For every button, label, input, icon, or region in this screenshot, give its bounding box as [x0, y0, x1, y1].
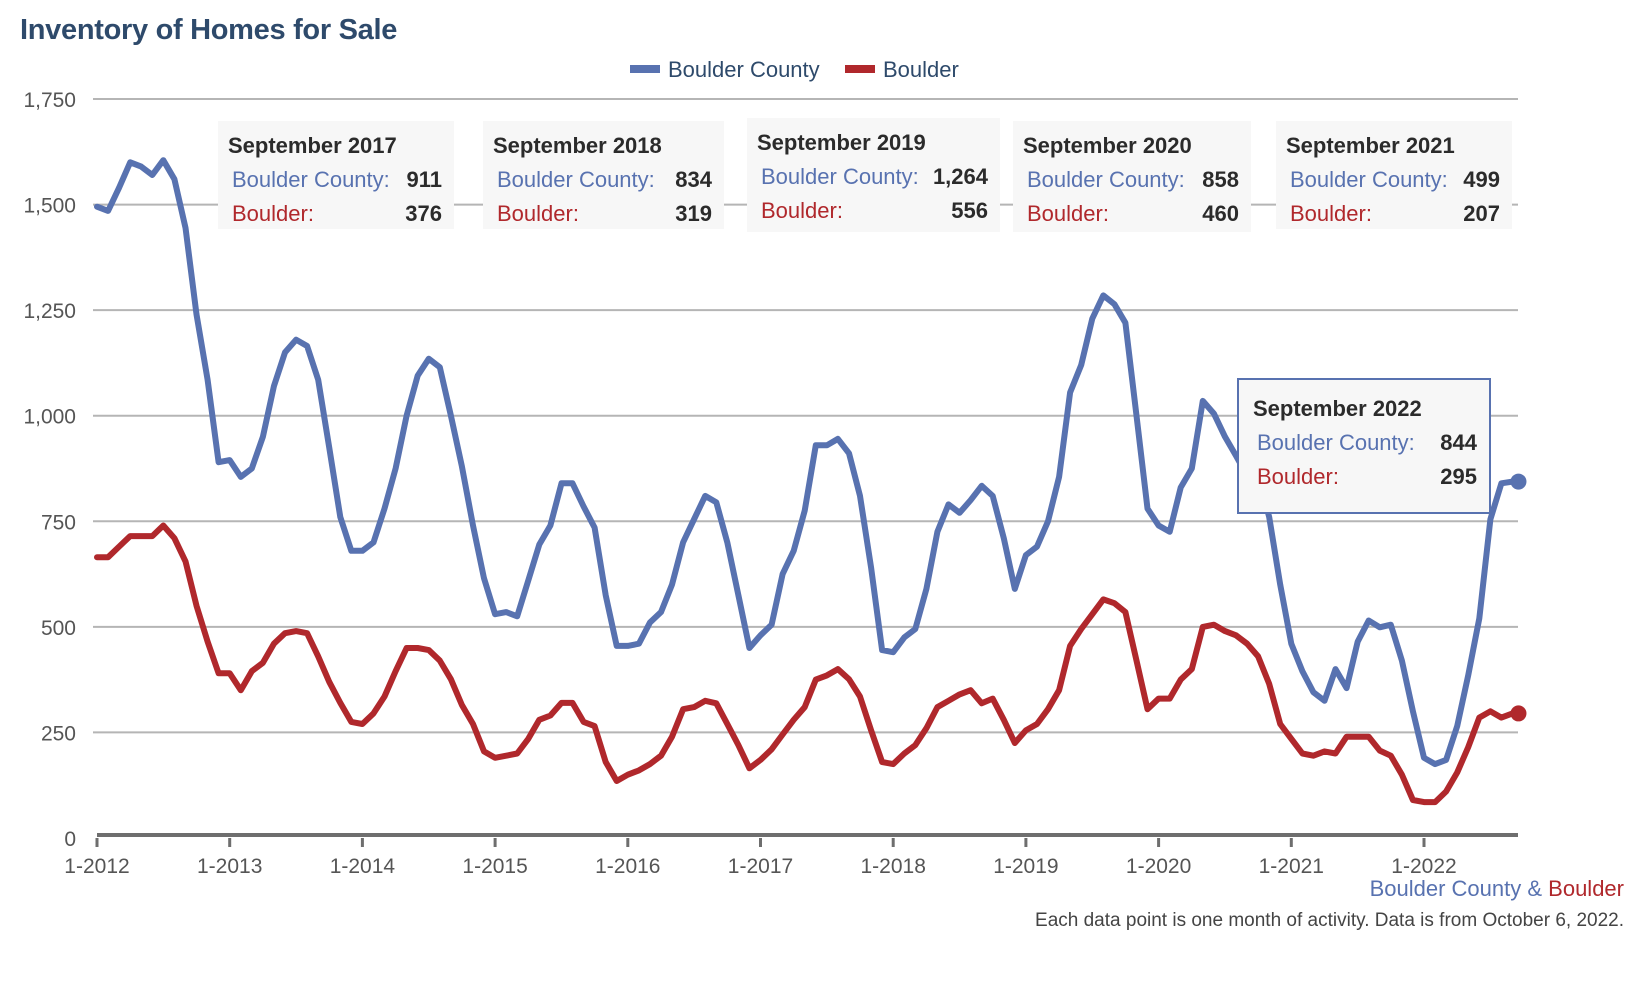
tooltip-title: September 2018 — [493, 133, 662, 158]
tooltip-row-city: Boulder: 460 — [1023, 197, 1239, 231]
y-tick-label: 1,500 — [23, 195, 76, 218]
tooltip-row-county: Boulder County: 834 — [493, 163, 712, 197]
y-tick-label: 250 — [41, 722, 76, 745]
y-tick-label: 750 — [41, 511, 76, 534]
tooltip-title: September 2022 — [1253, 396, 1422, 421]
legend-swatch-boulder — [845, 65, 875, 73]
y-axis-ticks: 0 250 500 750 1,000 1,250 1,500 1,750 — [23, 89, 76, 851]
tooltip-city-label: Boulder: — [1290, 201, 1372, 226]
x-tick-label: 1-2020 — [1126, 855, 1191, 878]
end-point-boulder[interactable] — [1510, 705, 1527, 722]
series-line-boulder[interactable] — [94, 522, 1516, 806]
x-tick-label: 1-2017 — [728, 855, 793, 878]
tooltip-september-2021: September 2021 Boulder County: 499 Boulder:… — [1276, 121, 1512, 229]
tooltip-county-label: Boulder County: — [497, 167, 655, 192]
legend-label-boulder-county[interactable]: Boulder County — [668, 57, 820, 82]
tooltip-september-2018: September 2018 Boulder County: 834 Boulder:… — [483, 121, 724, 229]
tooltip-county-value: 834 — [675, 167, 712, 192]
y-tick-label: 1,250 — [23, 300, 76, 323]
x-tick-label: 1-2022 — [1391, 855, 1456, 878]
tooltip-county-value: 844 — [1440, 430, 1477, 455]
tooltip-row-city: Boulder: 295 — [1253, 460, 1477, 494]
end-point-boulder-county[interactable] — [1510, 473, 1527, 490]
x-tick-label: 1-2015 — [462, 855, 527, 878]
x-axis: 1-2012 1-2013 1-2014 1-2015 1-2016 1-2017 1-20… — [64, 833, 1518, 878]
tooltip-title: September 2021 — [1286, 133, 1455, 158]
tooltip-row-city: Boulder: 376 — [228, 197, 442, 231]
footer-city: Boulder — [1548, 876, 1624, 901]
x-tick-label: 1-2021 — [1259, 855, 1324, 878]
tooltip-county-label: Boulder County: — [1290, 167, 1448, 192]
y-tick-label: 1,750 — [23, 89, 76, 112]
tooltip-title: September 2019 — [757, 130, 926, 155]
chart-title: Inventory of Homes for Sale — [20, 14, 398, 46]
series-lines — [94, 157, 1527, 806]
tooltip-september-2022: September 2022 Boulder County: 844 Boulder:… — [1237, 378, 1491, 514]
tooltip-september-2020: September 2020 Boulder County: 858 Boulder:… — [1013, 121, 1251, 232]
tooltip-row-county: Boulder County: 1,264 — [757, 160, 988, 194]
x-tick-label: 1-2013 — [197, 855, 262, 878]
tooltip-row-city: Boulder: 319 — [493, 197, 712, 231]
tooltip-title: September 2020 — [1023, 133, 1192, 158]
tooltip-county-label: Boulder County: — [1027, 167, 1185, 192]
x-tick-label: 1-2019 — [993, 855, 1058, 878]
tooltip-city-label: Boulder: — [232, 201, 314, 226]
tooltip-county-label: Boulder County: — [1257, 430, 1415, 455]
y-tick-label: 500 — [41, 617, 76, 640]
tooltip-city-label: Boulder: — [1027, 201, 1109, 226]
tooltip-row-county: Boulder County: 911 — [228, 163, 442, 197]
x-tick-label: 1-2012 — [64, 855, 129, 878]
tooltip-city-value: 207 — [1463, 201, 1500, 226]
x-tick-label: 1-2016 — [595, 855, 660, 878]
footer-series-label: Boulder County & Boulder — [1370, 876, 1624, 902]
tooltip-row-county: Boulder County: 844 — [1253, 426, 1477, 460]
x-tick-label: 1-2018 — [861, 855, 926, 878]
y-tick-label: 1,000 — [23, 406, 76, 429]
tooltip-row-city: Boulder: 207 — [1286, 197, 1500, 231]
tooltip-city-label: Boulder: — [761, 198, 843, 223]
legend[interactable]: Boulder County Boulder — [630, 57, 959, 82]
tooltip-city-value: 295 — [1440, 464, 1477, 489]
tooltip-county-value: 499 — [1463, 167, 1500, 192]
footer-county: Boulder County — [1369, 876, 1522, 901]
y-tick-label: 0 — [64, 828, 76, 851]
tooltip-city-value: 376 — [405, 201, 442, 226]
tooltip-county-value: 858 — [1202, 167, 1239, 192]
tooltip-city-value: 319 — [675, 201, 712, 226]
tooltip-september-2017: September 2017 Boulder County: 911 Boulder:… — [218, 121, 454, 229]
footer-amp: & — [1521, 876, 1549, 901]
tooltip-title: September 2017 — [228, 133, 397, 158]
tooltip-row-county: Boulder County: 858 — [1023, 163, 1239, 197]
legend-label-boulder[interactable]: Boulder — [883, 57, 959, 82]
x-tick-label: 1-2014 — [330, 855, 396, 878]
legend-swatch-boulder-county — [630, 65, 660, 73]
tooltip-row-city: Boulder: 556 — [757, 194, 988, 228]
tooltip-city-value: 556 — [951, 198, 988, 223]
tooltip-september-2019: September 2019 Boulder County: 1,264 Boulde… — [747, 118, 1000, 232]
tooltip-county-value: 1,264 — [932, 164, 988, 189]
footer-note: Each data point is one month of activity… — [1035, 910, 1624, 931]
tooltip-county-label: Boulder County: — [761, 164, 919, 189]
series-line-boulder-county[interactable] — [94, 157, 1516, 768]
tooltip-county-value: 911 — [406, 167, 443, 192]
tooltip-city-label: Boulder: — [497, 201, 579, 226]
tooltip-row-county: Boulder County: 499 — [1286, 163, 1500, 197]
tooltip-city-value: 460 — [1202, 201, 1239, 226]
tooltip-county-label: Boulder County: — [232, 167, 390, 192]
tooltip-city-label: Boulder: — [1257, 464, 1339, 489]
